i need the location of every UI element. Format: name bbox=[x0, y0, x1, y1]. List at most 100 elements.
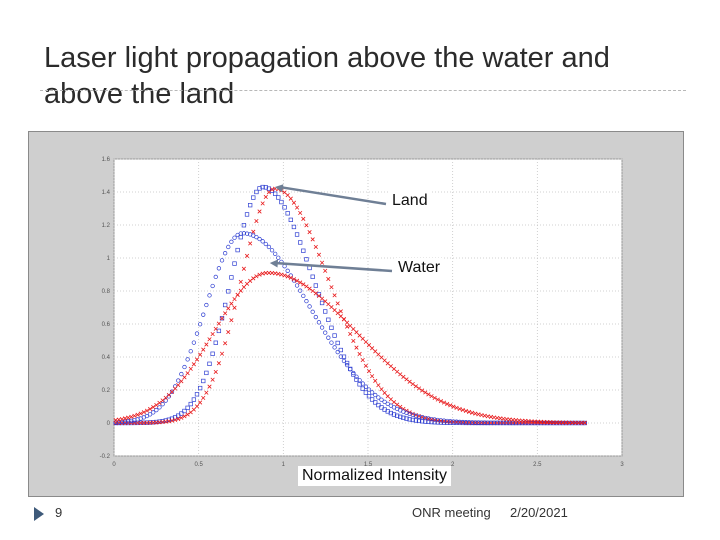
data-point bbox=[376, 395, 381, 400]
data-point bbox=[570, 420, 575, 425]
data-point bbox=[207, 361, 212, 366]
data-point bbox=[241, 231, 247, 236]
data-point bbox=[582, 420, 587, 425]
data-point bbox=[226, 306, 231, 311]
data-point bbox=[385, 394, 390, 399]
data-point bbox=[329, 325, 334, 330]
data-point bbox=[573, 420, 578, 425]
data-point bbox=[251, 276, 256, 281]
data-point bbox=[257, 272, 262, 277]
data-point bbox=[401, 415, 406, 420]
data-point bbox=[485, 420, 490, 425]
data-point bbox=[273, 271, 278, 276]
data-point bbox=[229, 318, 234, 323]
data-point bbox=[144, 420, 150, 425]
data-point bbox=[135, 412, 140, 417]
data-point bbox=[435, 397, 440, 402]
x-tick-label: 2 bbox=[451, 462, 455, 468]
data-point bbox=[298, 280, 303, 285]
data-point bbox=[354, 330, 359, 335]
data-point bbox=[476, 412, 481, 417]
data-point bbox=[151, 405, 156, 410]
data-point bbox=[485, 414, 490, 419]
data-point bbox=[582, 420, 587, 426]
data-point bbox=[310, 237, 315, 242]
data-point bbox=[263, 185, 268, 190]
data-point bbox=[251, 229, 256, 234]
data-point bbox=[395, 402, 400, 407]
data-point bbox=[210, 331, 215, 337]
data-series bbox=[113, 184, 587, 426]
data-point bbox=[263, 194, 268, 200]
data-point bbox=[257, 209, 262, 214]
data-point bbox=[307, 304, 312, 309]
data-point bbox=[504, 420, 509, 426]
data-point bbox=[557, 420, 562, 426]
data-point bbox=[229, 239, 234, 244]
data-point bbox=[179, 379, 184, 384]
data-point bbox=[291, 200, 297, 205]
data-point bbox=[566, 420, 572, 426]
data-point bbox=[388, 410, 394, 416]
data-point bbox=[313, 244, 318, 249]
data-point bbox=[413, 418, 419, 423]
data-point bbox=[144, 408, 150, 413]
data-point bbox=[373, 400, 378, 405]
data-point bbox=[363, 363, 368, 368]
data-point bbox=[391, 412, 397, 417]
data-point bbox=[116, 417, 121, 422]
data-point bbox=[513, 420, 519, 426]
data-point bbox=[357, 333, 362, 338]
data-point bbox=[241, 266, 246, 271]
data-point bbox=[141, 410, 146, 415]
data-point bbox=[141, 420, 146, 425]
data-point bbox=[198, 400, 203, 405]
data-point bbox=[463, 408, 469, 414]
data-point bbox=[126, 419, 131, 424]
data-point bbox=[366, 394, 372, 399]
data-point bbox=[313, 291, 318, 296]
y-tick-label: 0.6 bbox=[102, 322, 111, 328]
data-point bbox=[345, 324, 350, 329]
data-point bbox=[254, 274, 259, 279]
data-point bbox=[288, 217, 293, 222]
data-point bbox=[326, 276, 331, 282]
data-point bbox=[232, 305, 237, 310]
data-point bbox=[169, 389, 175, 394]
data-point bbox=[438, 418, 444, 423]
data-point bbox=[313, 314, 318, 320]
data-point bbox=[213, 369, 218, 374]
data-point bbox=[201, 312, 206, 317]
data-point bbox=[226, 244, 231, 250]
data-point bbox=[173, 417, 178, 423]
data-point bbox=[426, 392, 431, 397]
data-point bbox=[276, 255, 281, 260]
y-tick-label: 0.8 bbox=[102, 289, 111, 295]
data-point bbox=[385, 401, 390, 406]
data-point bbox=[479, 412, 484, 418]
data-point bbox=[216, 328, 222, 334]
data-point bbox=[310, 309, 315, 314]
data-point bbox=[301, 293, 306, 299]
data-point bbox=[285, 274, 290, 279]
data-point bbox=[457, 406, 462, 412]
title-divider bbox=[40, 90, 686, 91]
data-point bbox=[341, 354, 347, 359]
data-point bbox=[235, 292, 240, 297]
data-point bbox=[366, 343, 372, 348]
y-tick-label: 0.4 bbox=[102, 355, 111, 361]
data-point bbox=[438, 399, 443, 404]
data-point bbox=[379, 397, 384, 402]
data-point bbox=[132, 420, 137, 426]
data-point bbox=[288, 196, 293, 201]
data-point bbox=[432, 417, 437, 422]
data-point bbox=[404, 416, 409, 421]
data-point bbox=[373, 392, 378, 398]
data-point bbox=[248, 203, 253, 208]
data-point bbox=[282, 205, 287, 210]
data-point bbox=[488, 420, 494, 425]
data-point bbox=[204, 302, 209, 308]
data-point bbox=[335, 349, 340, 355]
data-point bbox=[301, 282, 306, 287]
data-point bbox=[398, 414, 403, 420]
